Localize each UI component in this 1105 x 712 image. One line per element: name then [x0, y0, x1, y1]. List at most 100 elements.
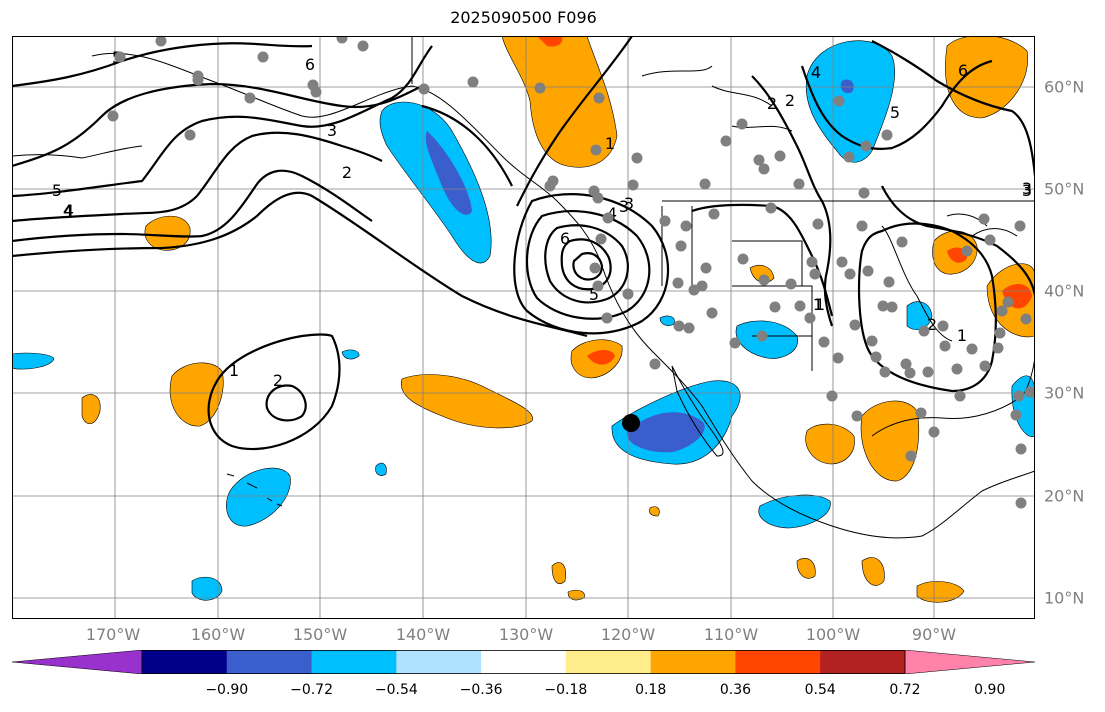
station-dot	[900, 358, 912, 370]
station-dot	[601, 312, 613, 324]
pos-anomaly-small-b	[551, 562, 566, 585]
station-dot	[544, 180, 556, 192]
station-dot	[753, 154, 765, 166]
contour-label: 5	[589, 285, 599, 304]
station-dot	[192, 70, 204, 82]
station-dot	[756, 330, 768, 342]
neg-anomaly-gulf-alaska	[379, 101, 492, 264]
pos-anomaly-texas-2	[860, 400, 920, 482]
station-dot	[858, 187, 870, 199]
lat-label: 10°N	[1044, 588, 1085, 608]
station-dot	[1013, 390, 1025, 402]
station-dot	[966, 343, 978, 355]
station-dot	[700, 262, 712, 274]
station-dot	[954, 390, 966, 402]
neg-anomaly-canada-core	[840, 79, 854, 94]
colorbar-cell	[820, 650, 906, 674]
station-dot	[832, 352, 844, 364]
station-dot	[862, 265, 874, 277]
pos-anomaly-small-c	[567, 589, 585, 601]
station-dot	[729, 337, 741, 349]
colorbar-tick-label: −0.36	[459, 682, 503, 698]
station-dot	[336, 36, 348, 44]
station-dot	[866, 335, 878, 347]
station-dot	[928, 426, 940, 438]
colorbar-tick-label: 0.90	[974, 682, 1006, 698]
pos-anomaly-bc-core	[537, 36, 563, 47]
station-dot	[785, 278, 797, 290]
station-dot	[1024, 386, 1035, 398]
lon-label: 120°W	[600, 625, 656, 644]
station-dot	[357, 40, 369, 52]
contour-label: 2	[767, 94, 777, 113]
neg-anomaly-small-3	[341, 349, 360, 360]
colorbar-cell	[226, 650, 313, 674]
contour-label: 1	[957, 326, 967, 345]
station-dot	[836, 256, 848, 268]
station-dot	[765, 202, 777, 214]
station-dot	[758, 274, 770, 286]
station-dot	[683, 322, 695, 334]
station-dot	[631, 152, 643, 164]
station-dot	[978, 213, 990, 225]
station-dot	[883, 276, 895, 288]
pos-anomaly-small-e	[796, 557, 816, 579]
colorbar-cell	[565, 650, 652, 674]
station-dot	[706, 307, 718, 319]
station-dot	[1002, 296, 1014, 308]
contour-label: 3	[327, 121, 337, 140]
station-dot	[843, 151, 855, 163]
colorbar-tick-label: −0.18	[544, 682, 588, 698]
station-dot	[905, 450, 917, 462]
colorbar-tick-label: 0.36	[719, 682, 752, 698]
station-dot	[593, 92, 605, 104]
station-dot	[114, 51, 126, 63]
station-dot	[870, 351, 882, 363]
station-dot	[680, 220, 692, 232]
contour-label: 2	[785, 91, 795, 110]
colorbar-tick-label: 0.18	[635, 682, 667, 698]
pos-anomaly-hudson	[945, 36, 1029, 119]
station-dot	[994, 327, 1006, 339]
colorbar-cell	[396, 650, 482, 674]
neg-anomaly-canada	[805, 40, 896, 163]
contour-label: 1	[813, 295, 823, 314]
station-dot	[881, 129, 893, 141]
station-dot	[896, 236, 908, 248]
colorbar-cell	[311, 650, 397, 674]
colorbar-tick-label: −0.90	[205, 682, 249, 698]
station-dot	[939, 340, 951, 352]
station-dot	[806, 256, 818, 268]
station-dot	[818, 336, 830, 348]
neg-anomaly-southwest	[735, 320, 799, 359]
contour-label: 3	[624, 194, 634, 213]
station-dot	[851, 410, 863, 422]
station-dot	[257, 51, 269, 63]
colorbar-cell	[650, 650, 736, 674]
contour-label: 2	[927, 315, 937, 334]
station-dot	[961, 245, 973, 257]
station-dot	[673, 320, 685, 332]
anomaly-fields	[12, 36, 1035, 603]
station-dot	[737, 253, 749, 265]
station-dot	[1015, 497, 1027, 509]
colorbar-extend-low	[12, 650, 143, 674]
station-dot	[793, 178, 805, 190]
station-dot	[592, 192, 604, 204]
station-dot	[659, 215, 671, 227]
coastlines	[12, 36, 1035, 539]
station-dot	[918, 325, 930, 337]
station-dot	[107, 110, 119, 122]
neg-anomaly-atlantic	[1011, 375, 1035, 438]
station-dot	[672, 277, 684, 289]
contour-label: 2	[273, 371, 283, 390]
station-dot	[996, 305, 1008, 317]
lon-label: 140°W	[395, 625, 451, 644]
station-dot	[595, 233, 607, 245]
station-dot	[699, 178, 711, 190]
pos-anomaly-pacific-2	[169, 362, 224, 427]
lon-label: 160°W	[190, 625, 246, 644]
lat-label: 30°N	[1044, 383, 1085, 403]
map-canvas: 6 5 4 3 2 1 5 4 3 2 6 5 4 3 2 1 2 1 5 6 …	[12, 36, 1035, 619]
station-dot	[675, 240, 687, 252]
